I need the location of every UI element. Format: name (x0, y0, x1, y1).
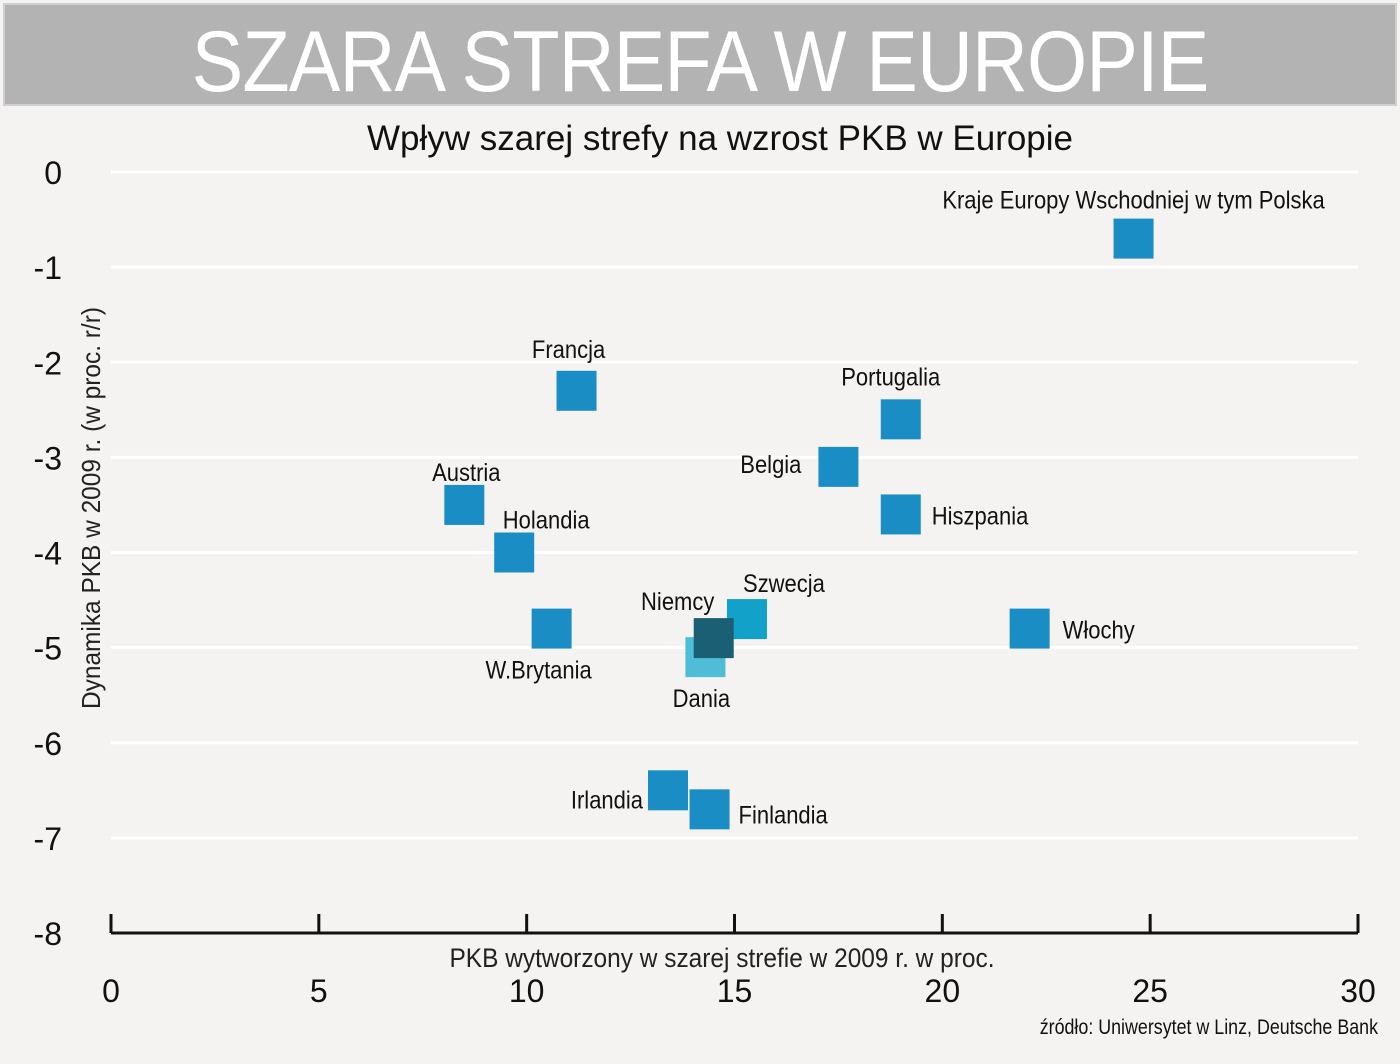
x-tick-label: 0 (102, 973, 120, 1009)
y-tick-label: -2 (34, 345, 62, 381)
point-label: Szwecja (743, 570, 826, 598)
data-point-francja (556, 370, 597, 411)
y-tick-label: -3 (34, 440, 62, 476)
header-title: SZARA STREFA W EUROPIE (191, 14, 1210, 110)
x-tick-label: 5 (310, 973, 328, 1009)
data-point-belgia (818, 446, 859, 487)
data-point-holandia (494, 532, 535, 573)
source-note: źródło: Uniwersytet w Linz, Deutsche Ban… (1039, 1016, 1378, 1039)
point-label: Holandia (503, 506, 591, 534)
point-label: Dania (673, 685, 731, 713)
point-label: Belgia (740, 451, 802, 479)
data-point-austria (444, 484, 485, 525)
y-axis-label: Dynamika PKB w 2009 r. (w proc. r/r) (76, 307, 106, 709)
point-label: Hiszpania (932, 502, 1029, 530)
data-point-kraje-europy-wschodniej-w-tym-polska (1113, 218, 1154, 259)
point-label: Portugalia (841, 363, 941, 391)
x-tick-label: 25 (1132, 973, 1168, 1009)
point-label: Kraje Europy Wschodniej w tym Polska (942, 186, 1325, 214)
point-label: Finlandia (739, 801, 829, 829)
point-label: Włochy (1063, 616, 1135, 644)
point-label: W.Brytania (485, 656, 592, 684)
point-label: Irlandia (571, 786, 644, 814)
y-tick-label: -6 (34, 726, 62, 762)
x-axis-label: PKB wytworzony w szarej strefie w 2009 r… (450, 943, 995, 973)
y-tick-label: -4 (34, 536, 62, 572)
y-tick-label: -1 (34, 250, 62, 286)
header-banner: SZARA STREFA W EUROPIE (3, 3, 1397, 110)
x-tick-label: 20 (925, 973, 961, 1009)
point-label: Francja (532, 335, 606, 363)
data-point-w-brytania (531, 608, 572, 649)
point-label: Niemcy (641, 588, 715, 616)
x-tick-label: 15 (717, 973, 753, 1009)
data-point-finlandia (689, 789, 730, 830)
y-tick-label: -5 (34, 631, 62, 667)
data-point-irlandia (647, 770, 688, 811)
data-point-niemcy (693, 618, 734, 659)
y-tick-label: -8 (34, 916, 62, 952)
x-tick-label: 10 (509, 973, 545, 1009)
data-point-portugalia (880, 399, 921, 440)
point-label: Austria (432, 459, 501, 487)
x-tick-label: 30 (1340, 973, 1376, 1009)
y-tick-label: 0 (44, 155, 62, 191)
y-tick-label: -7 (34, 821, 62, 857)
chart-title: Wpływ szarej strefy na wzrost PKB w Euro… (367, 119, 1073, 158)
data-point-w-ochy (1009, 608, 1050, 649)
data-point-hiszpania (880, 494, 921, 535)
